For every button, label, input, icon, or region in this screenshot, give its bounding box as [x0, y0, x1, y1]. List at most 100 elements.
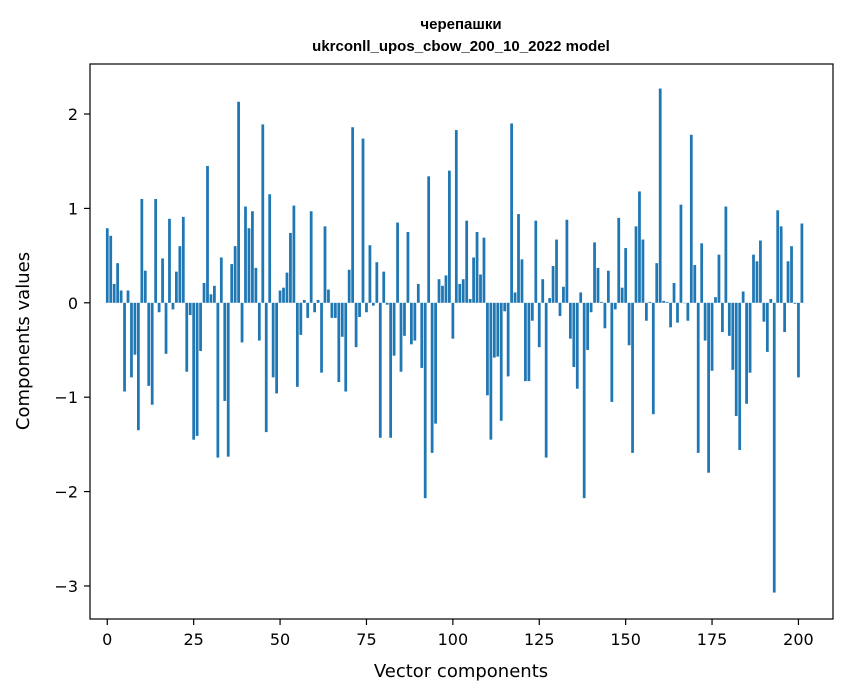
bar	[517, 214, 520, 303]
bar	[655, 263, 659, 303]
bar	[192, 302, 196, 440]
bar	[112, 283, 116, 303]
bar	[458, 283, 462, 303]
bar	[181, 216, 185, 303]
bar	[620, 287, 624, 303]
bar	[140, 198, 144, 303]
x-tick-label: 150	[610, 630, 641, 649]
bar	[278, 290, 282, 303]
bar	[178, 246, 182, 303]
bar	[416, 283, 420, 303]
y-tick-label: 2	[68, 105, 78, 124]
bar	[223, 302, 227, 401]
x-tick-label: 25	[183, 630, 203, 649]
bar	[337, 302, 341, 383]
bar	[579, 292, 583, 303]
bar	[206, 165, 209, 303]
bar	[710, 302, 714, 371]
bar	[665, 301, 669, 303]
bar	[340, 302, 344, 337]
bar	[137, 302, 140, 431]
bar	[275, 302, 278, 394]
bar	[527, 302, 531, 382]
bar	[606, 270, 610, 303]
bar	[492, 302, 496, 358]
bar	[634, 226, 638, 303]
x-tick-label: 200	[783, 630, 814, 649]
bar-series	[105, 88, 804, 593]
bar	[295, 302, 299, 387]
bar	[479, 274, 482, 303]
y-tick-label: 1	[68, 199, 78, 218]
bar	[658, 88, 662, 303]
bar	[237, 101, 240, 303]
bar	[202, 282, 206, 303]
bar	[555, 239, 558, 303]
bar	[240, 302, 244, 343]
x-tick-label: 125	[524, 630, 555, 649]
bar	[233, 246, 237, 303]
bar	[565, 219, 569, 303]
y-tick-label: −1	[54, 388, 78, 407]
bar	[693, 265, 697, 303]
bar	[714, 297, 717, 303]
bar	[731, 302, 735, 370]
bar	[330, 302, 334, 318]
x-tick-label: 75	[356, 630, 376, 649]
bar	[741, 291, 745, 303]
bar	[800, 223, 804, 303]
bar	[600, 301, 603, 303]
bar	[451, 302, 455, 339]
bar	[230, 264, 234, 303]
bar	[164, 302, 168, 354]
bar	[727, 302, 731, 336]
bar	[524, 302, 527, 382]
bar	[482, 237, 486, 303]
x-axis-label: Vector components	[374, 661, 548, 682]
bar	[696, 302, 700, 453]
bar	[651, 302, 655, 415]
bar	[717, 254, 721, 303]
bar	[586, 302, 590, 350]
bar	[472, 257, 475, 303]
bar	[268, 194, 272, 303]
bar	[499, 302, 503, 421]
bar	[779, 226, 783, 303]
bar	[119, 290, 123, 303]
bar	[489, 302, 493, 440]
bar	[375, 262, 379, 303]
bar	[572, 302, 576, 367]
bar	[703, 302, 707, 341]
bar	[558, 302, 562, 317]
bar	[551, 265, 555, 303]
bar	[734, 302, 738, 417]
bar	[541, 279, 545, 303]
bar	[454, 130, 458, 303]
bar	[679, 204, 683, 303]
bar	[444, 275, 448, 303]
bar	[613, 302, 617, 310]
x-axis: 0 25 50 75 100 125 150 175 200	[102, 619, 814, 649]
bar	[385, 302, 389, 305]
bar	[157, 302, 161, 313]
x-tick-label: 100	[438, 630, 469, 649]
bar	[254, 267, 258, 303]
bar	[465, 220, 469, 303]
bar	[247, 228, 251, 303]
bar	[627, 302, 631, 346]
bar	[282, 287, 285, 303]
bar	[285, 272, 289, 303]
bar	[448, 170, 451, 303]
bar	[437, 279, 441, 303]
bar	[513, 292, 517, 303]
bar	[423, 302, 427, 499]
bar	[776, 210, 780, 303]
bar	[430, 302, 434, 453]
bar	[351, 127, 355, 303]
bar	[631, 302, 634, 453]
bar	[596, 267, 600, 303]
bar	[251, 211, 254, 303]
bar	[676, 302, 679, 323]
bar	[486, 302, 489, 396]
bar	[209, 294, 213, 303]
